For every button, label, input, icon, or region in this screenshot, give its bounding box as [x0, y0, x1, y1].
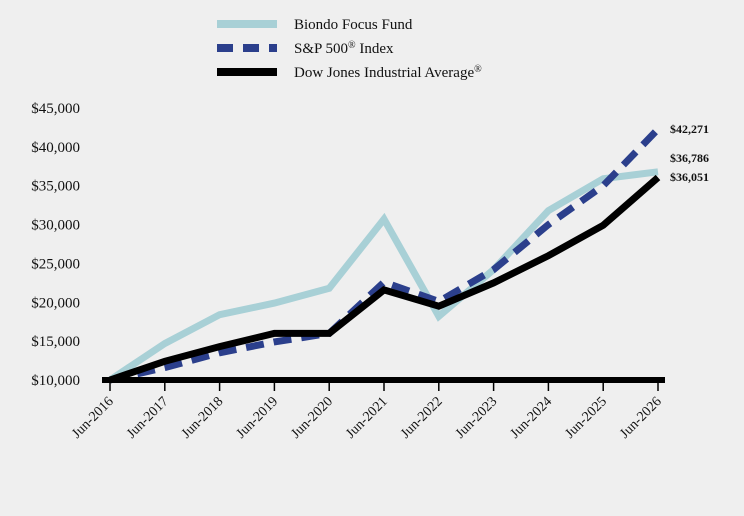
series-2-point-5 — [384, 289, 385, 290]
x-tick-label-5: Jun-2021 — [343, 394, 390, 441]
series-1-point-8 — [548, 224, 549, 225]
legend-label-0: Biondo Focus Fund — [294, 17, 413, 33]
series-line-0 — [108, 168, 659, 383]
x-tick-label-3: Jun-2019 — [234, 394, 281, 441]
x-tick-label-2: Jun-2018 — [179, 394, 226, 441]
y-tick-label-1: $15,000 — [31, 334, 80, 350]
x-tick-label-8: Jun-2024 — [508, 394, 555, 441]
series-2-point-10 — [658, 177, 659, 178]
series-0-point-5 — [384, 219, 385, 220]
series-layer — [108, 126, 661, 384]
series-1-point-7 — [493, 269, 494, 270]
series-1-point-2 — [219, 352, 220, 353]
series-0-point-10 — [658, 171, 659, 172]
legend: Biondo Focus Fund S&P 500® Index Dow Jones… — [217, 17, 482, 81]
series-0-point-9 — [603, 178, 604, 179]
series-2-point-7 — [493, 282, 494, 283]
series-2-point-4 — [329, 333, 330, 334]
x-tick-label-0: Jun-2016 — [69, 394, 116, 441]
x-tick-label-7: Jun-2023 — [453, 394, 500, 441]
y-tick-label-4: $30,000 — [31, 218, 80, 234]
legend-label-1: S&P 500® Index — [294, 40, 394, 58]
series-0-point-8 — [548, 210, 549, 211]
y-tick-label-6: $40,000 — [31, 140, 80, 156]
x-tick-label-9: Jun-2025 — [563, 394, 610, 441]
axes-layer: $10,000 $15,000 $20,000 $25,000 $30,000 $35,0… — [31, 101, 665, 442]
series-2-point-9 — [603, 225, 604, 226]
x-tick-label-10: Jun-2026 — [617, 394, 664, 441]
series-1-point-6 — [438, 301, 439, 302]
series-0-point-6 — [438, 316, 439, 317]
series-0-point-4 — [329, 288, 330, 289]
x-tick-label-1: Jun-2017 — [124, 394, 171, 441]
y-tick-label-0: $10,000 — [31, 373, 80, 389]
legend-label-2: Dow Jones Industrial Average® — [294, 64, 482, 82]
series-2-point-6 — [438, 306, 439, 307]
series-1-point-9 — [603, 185, 604, 186]
series-1-point-1 — [164, 367, 165, 368]
series-0-point-3 — [274, 303, 275, 304]
series-1-point-3 — [274, 341, 275, 342]
series-2-point-1 — [164, 361, 165, 362]
x-tick-label-6: Jun-2022 — [398, 394, 445, 441]
y-tick-label-2: $20,000 — [31, 295, 80, 311]
series-2-point-2 — [219, 346, 220, 347]
series-line-1 — [109, 126, 661, 384]
end-value-label-0: $36,786 — [670, 151, 709, 165]
series-0-point-1 — [164, 343, 165, 344]
y-tick-label-5: $35,000 — [31, 179, 80, 195]
x-tick-label-4: Jun-2020 — [289, 394, 336, 441]
y-tick-label-3: $25,000 — [31, 256, 80, 272]
series-line-2 — [108, 174, 661, 384]
end-value-label-1: $42,271 — [670, 122, 709, 136]
series-2-point-8 — [548, 255, 549, 256]
series-2-point-3 — [274, 333, 275, 334]
series-0-point-2 — [219, 314, 220, 315]
series-1-point-5 — [384, 282, 385, 283]
end-labels-layer: $36,786 $42,271 $36,051 — [670, 122, 709, 184]
series-1-point-10 — [658, 129, 659, 130]
end-value-label-2: $36,051 — [670, 170, 709, 184]
y-tick-label-7: $45,000 — [31, 101, 80, 117]
